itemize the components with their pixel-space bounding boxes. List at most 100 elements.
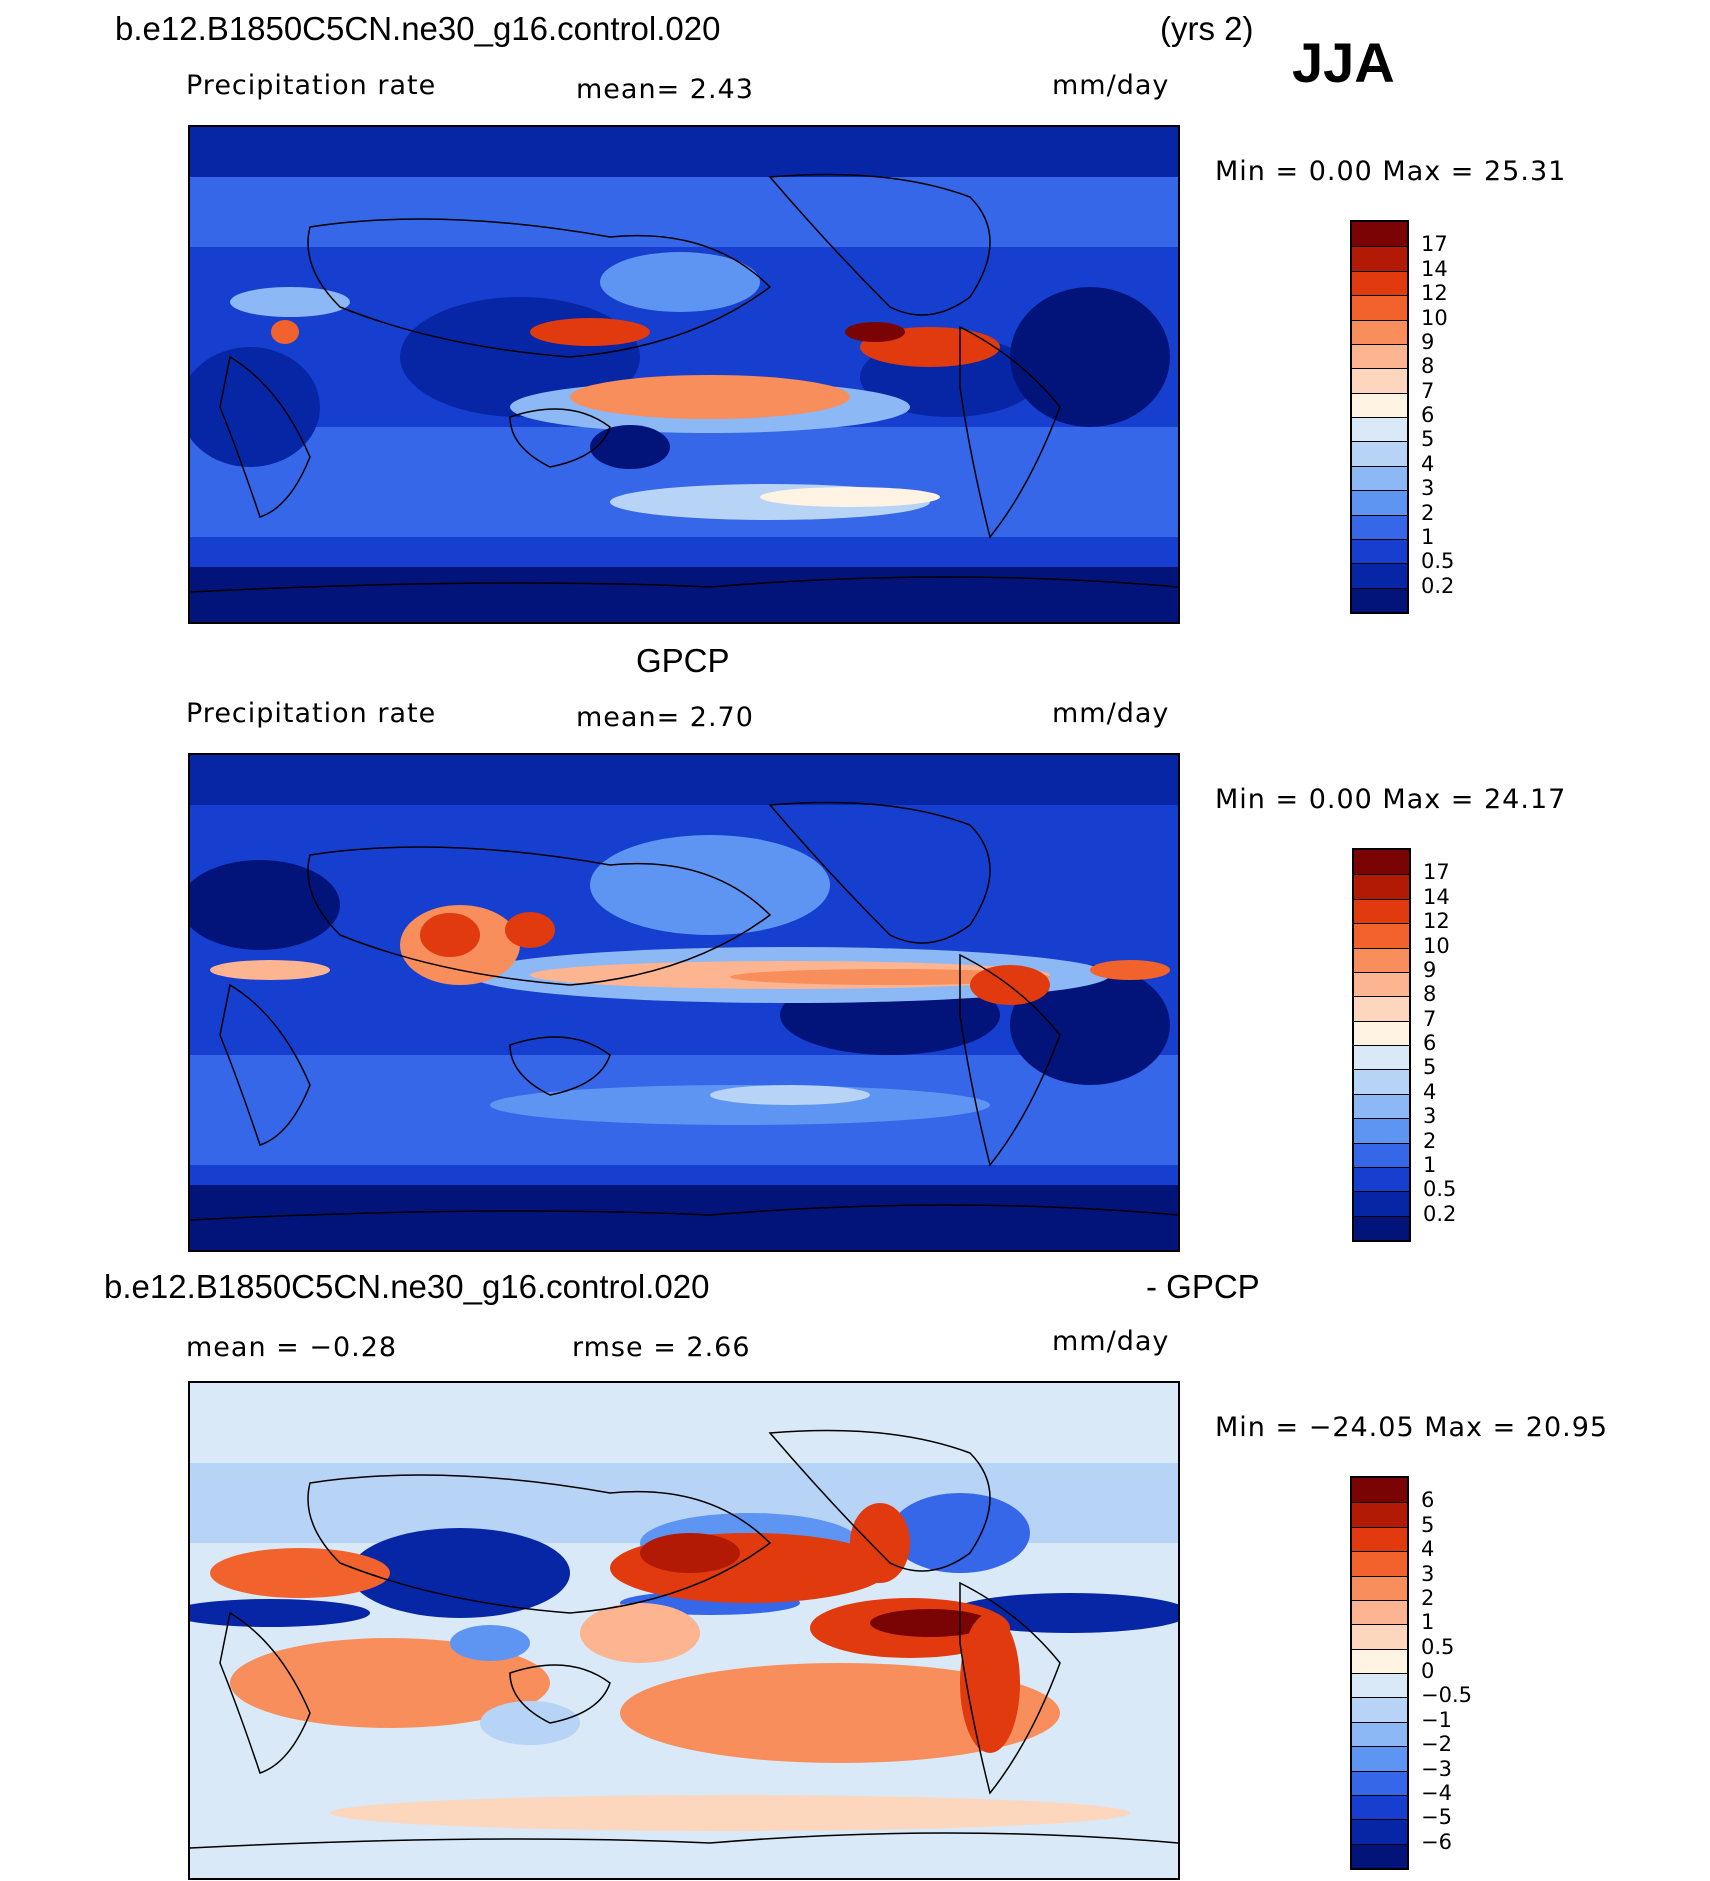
colorbar-cell: [1352, 1697, 1407, 1722]
colorbar-tick-label: 5: [1421, 1512, 1435, 1537]
colorbar-cell: [1354, 1093, 1409, 1119]
colorbar-tick-label: −0.5: [1421, 1683, 1472, 1708]
colorbar-cell: [1352, 1526, 1407, 1552]
colorbar-cell: [1354, 923, 1409, 948]
panel2-units-label: mm/day: [1052, 698, 1170, 729]
colorbar-cell: [1352, 368, 1407, 393]
years-label: (yrs 2): [1160, 10, 1254, 47]
colorbar-cell: [1352, 270, 1407, 296]
colorbar-cell: [1352, 417, 1407, 442]
colorbar-cell: [1352, 1648, 1407, 1673]
colorbar-tick-label: 0.5: [1421, 549, 1455, 574]
colorbar-cell: [1354, 850, 1409, 875]
colorbar-tick-label: 7: [1423, 1006, 1437, 1031]
colorbar-tick-label: 4: [1421, 451, 1435, 476]
colorbar-tick-label: 14: [1423, 884, 1450, 909]
colorbar-cell: [1352, 441, 1407, 466]
panel1-mean-label: mean= 2.43: [576, 74, 754, 105]
colorbar-cell: [1354, 1166, 1409, 1192]
panel2-title: GPCP: [636, 642, 730, 679]
colorbar-tick-label: 1: [1423, 1152, 1437, 1177]
colorbar-tick-label: 2: [1423, 1128, 1437, 1153]
colorbar-cell: [1352, 1770, 1407, 1795]
panel3-units-label: mm/day: [1052, 1326, 1170, 1357]
colorbar-tick-label: −5: [1421, 1805, 1452, 1830]
colorbar-cell: [1352, 295, 1407, 320]
colorbar-cell: [1354, 971, 1409, 997]
colorbar-tick-label: 8: [1423, 982, 1437, 1007]
panel2-minmax-label: Min = 0.00 Max = 24.17: [1215, 784, 1567, 815]
colorbar-tick-label: 3: [1423, 1104, 1437, 1129]
panel3-rmse-label: rmse = 2.66: [572, 1332, 751, 1363]
colorbar-cell: [1352, 1794, 1407, 1820]
colorbar-tick-label: 2: [1421, 1585, 1435, 1610]
colorbar-tick-label: −1: [1421, 1707, 1452, 1732]
panel3-title-right: - GPCP: [1146, 1268, 1260, 1305]
panel3-minmax-label: Min = −24.05 Max = 20.95: [1215, 1412, 1609, 1443]
colorbar-tick-label: 7: [1421, 378, 1435, 403]
colorbar-cell: [1354, 1215, 1409, 1240]
panel1-minmax-label: Min = 0.00 Max = 25.31: [1215, 156, 1567, 187]
colorbar-tick-label: 5: [1421, 427, 1435, 452]
colorbar-cell: [1352, 538, 1407, 564]
colorbar-tick-label: 10: [1423, 933, 1450, 958]
colorbar-tick-label: 1: [1421, 1610, 1435, 1635]
colorbar-tick-label: 0.5: [1421, 1634, 1455, 1659]
colorbar-cell: [1352, 246, 1407, 271]
colorbar-cell: [1352, 490, 1407, 515]
colorbar-tick-label: 10: [1421, 305, 1448, 330]
colorbar-cell: [1352, 1502, 1407, 1527]
colorbar-cell: [1352, 587, 1407, 612]
colorbar-tick-label: 0.2: [1421, 573, 1455, 598]
colorbar-tick-label: −4: [1421, 1780, 1452, 1805]
colorbar-cell: [1354, 996, 1409, 1021]
colorbar-cell: [1354, 1118, 1409, 1143]
colorbar-cell: [1354, 898, 1409, 924]
colorbar-tick-label: 17: [1423, 860, 1450, 885]
colorbar-cell: [1352, 343, 1407, 369]
panel1-colorbar: [1350, 220, 1409, 614]
colorbar-cell: [1352, 319, 1407, 344]
colorbar-cell: [1354, 1142, 1409, 1167]
colorbar-tick-label: 1: [1421, 524, 1435, 549]
colorbar-cell: [1354, 1069, 1409, 1094]
season-label: JJA: [1292, 31, 1395, 94]
colorbar-cell: [1354, 1020, 1409, 1045]
colorbar-tick-label: 8: [1421, 354, 1435, 379]
colorbar-cell: [1352, 1575, 1407, 1600]
colorbar-tick-label: 3: [1421, 1561, 1435, 1586]
colorbar-tick-label: 6: [1421, 403, 1435, 427]
colorbar-cell: [1354, 874, 1409, 899]
panel2-mean-label: mean= 2.70: [576, 702, 754, 733]
panel1-variable-label: Precipitation rate: [186, 70, 437, 101]
colorbar-tick-label: 6: [1423, 1031, 1437, 1055]
panel1-map-field: [190, 127, 1178, 622]
colorbar-tick-label: 0.5: [1423, 1177, 1457, 1202]
panel1-units-label: mm/day: [1052, 70, 1170, 101]
colorbar-cell: [1352, 465, 1407, 491]
panel3-map: [188, 1381, 1180, 1880]
colorbar-cell: [1354, 1191, 1409, 1216]
colorbar-tick-label: 0: [1421, 1659, 1435, 1683]
colorbar-cell: [1352, 1599, 1407, 1625]
panel3-mean-label: mean = −0.28: [186, 1332, 398, 1363]
colorbar-tick-label: 9: [1421, 329, 1435, 354]
colorbar-tick-label: 3: [1421, 476, 1435, 501]
colorbar-tick-label: 17: [1421, 232, 1448, 257]
colorbar-cell: [1352, 1721, 1407, 1747]
panel3-colorbar: [1350, 1476, 1409, 1870]
colorbar-tick-label: 4: [1421, 1537, 1435, 1562]
colorbar-cell: [1352, 514, 1407, 539]
colorbar-tick-label: 14: [1421, 256, 1448, 281]
colorbar-tick-label: 12: [1423, 909, 1450, 934]
colorbar-cell: [1352, 1551, 1407, 1576]
colorbar-cell: [1352, 563, 1407, 588]
colorbar-tick-label: −6: [1421, 1829, 1452, 1854]
colorbar-cell: [1352, 1819, 1407, 1844]
colorbar-tick-label: −3: [1421, 1756, 1452, 1781]
colorbar-tick-label: 0.2: [1423, 1201, 1457, 1226]
case-title: b.e12.B1850C5CN.ne30_g16.control.020: [115, 10, 721, 47]
panel2-map-field: [190, 755, 1178, 1250]
colorbar-cell: [1352, 1843, 1407, 1868]
colorbar-tick-label: 2: [1421, 500, 1435, 525]
